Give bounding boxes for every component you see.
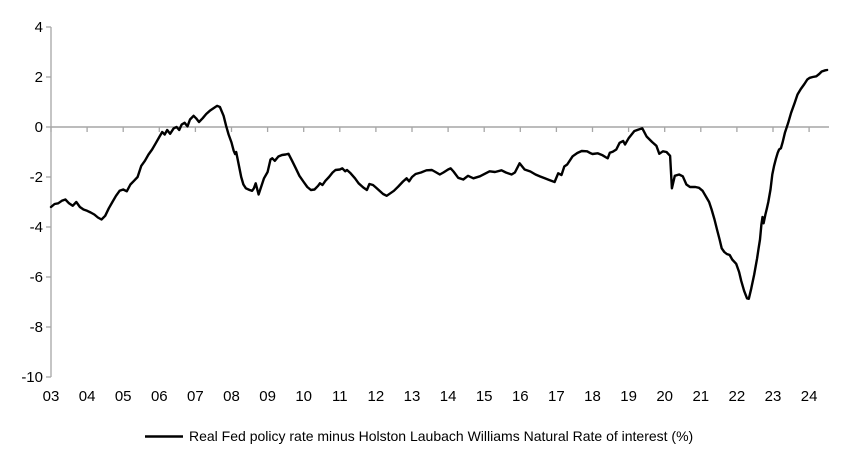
- y-tick-label: -10: [21, 369, 43, 386]
- x-tick-label: 18: [584, 388, 601, 405]
- x-tick-label: 15: [476, 388, 493, 405]
- x-tick-label: 12: [368, 388, 385, 405]
- x-tick-label: 13: [404, 388, 421, 405]
- y-tick-label: -2: [30, 169, 43, 186]
- legend: Real Fed policy rate minus Holston Lauba…: [145, 428, 693, 444]
- x-tick-label: 05: [115, 388, 132, 405]
- x-tick-label: 17: [548, 388, 565, 405]
- y-tick-label: -8: [30, 319, 43, 336]
- x-tick-label: 22: [729, 388, 746, 405]
- x-tick-label: 09: [259, 388, 276, 405]
- y-tick-label: -6: [30, 269, 43, 286]
- x-tick-label: 24: [801, 388, 818, 405]
- x-tick-label: 03: [43, 388, 60, 405]
- y-tick-label: 4: [35, 19, 43, 36]
- x-tick-label: 04: [79, 388, 96, 405]
- x-tick-label: 16: [512, 388, 529, 405]
- x-tick-label: 07: [187, 388, 204, 405]
- x-tick-label: 19: [620, 388, 637, 405]
- x-axis-labels: 03 04 05 06 07 08 09 10 11 12 13 14 15 16 17 18 19 20 21 22…: [43, 388, 818, 405]
- y-tick-label: 2: [35, 69, 43, 86]
- legend-label: Real Fed policy rate minus Holston Lauba…: [189, 428, 693, 444]
- x-tick-label: 08: [223, 388, 240, 405]
- series-line: [49, 68, 829, 300]
- x-tick-label: 10: [295, 388, 312, 405]
- y-tick-label: -4: [30, 219, 43, 236]
- series-line-group: [49, 68, 829, 300]
- x-tick-label: 23: [765, 388, 782, 405]
- y-tick-label: 0: [35, 119, 43, 136]
- x-tick-label: 20: [656, 388, 673, 405]
- x-tick-label: 11: [332, 388, 348, 405]
- x-tick-label: 06: [151, 388, 168, 405]
- x-tick-label: 14: [440, 388, 457, 405]
- y-axis: 4 2 0 -2 -4 -6 -8 -10: [21, 19, 52, 386]
- x-tick-label: 21: [692, 388, 709, 405]
